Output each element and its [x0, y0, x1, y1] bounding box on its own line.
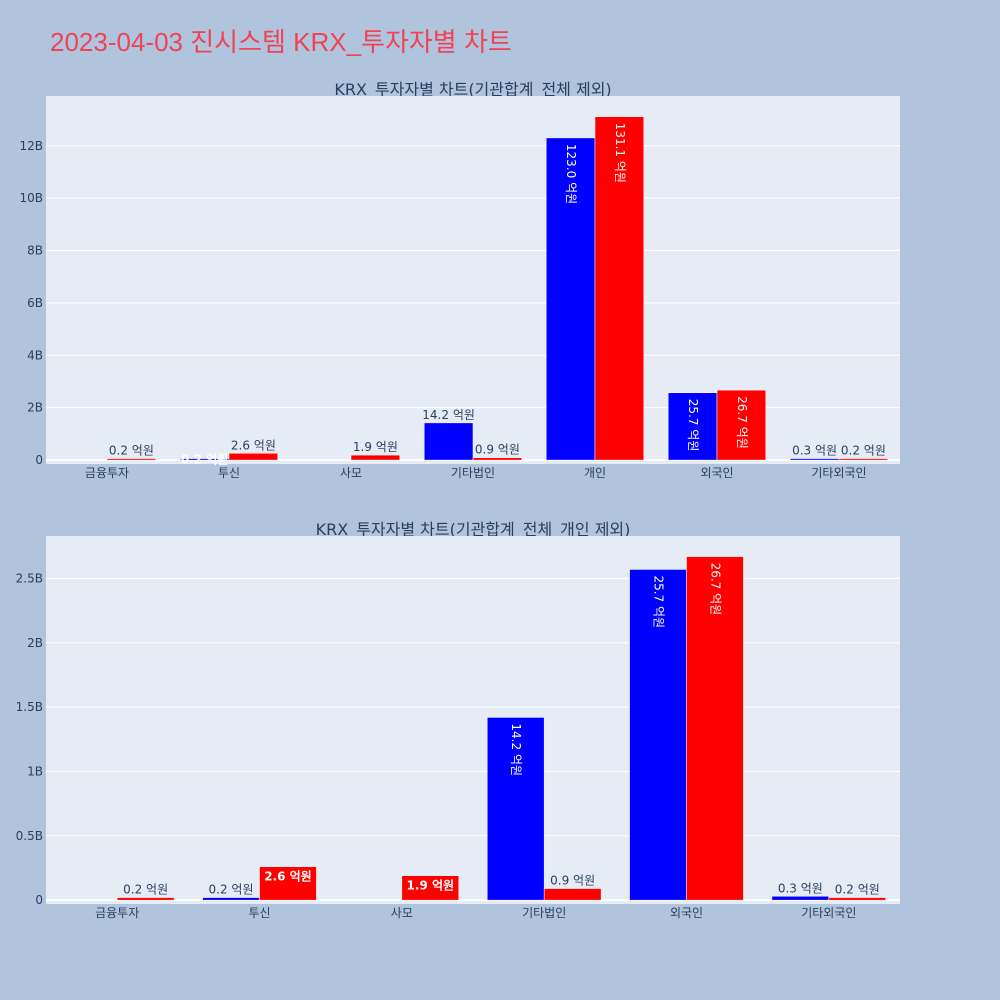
y-tick-label: 0.5B [16, 829, 43, 843]
chart-all-investors: KRX_투자자별 차트(기관합계_전체 제외) 0 2B 4B 6B 8B 10B 12B 금융… [19, 80, 900, 480]
bar-buy [828, 897, 887, 901]
y-tick-label: 10B [19, 191, 43, 205]
bar-buy [686, 556, 744, 901]
bar-buy [472, 457, 523, 461]
data-label: 0.2 억원 [209, 883, 254, 897]
data-label: 0.2 억원 [841, 444, 886, 458]
data-label: 25.7 억원 [686, 399, 700, 452]
x-tick-label: 기타외국인 [801, 906, 856, 920]
y-tick-label: 12B [19, 139, 43, 153]
x-tick-label: 기타법인 [451, 466, 495, 480]
bar-buy [228, 453, 279, 461]
y-tick-label: 0 [35, 453, 43, 467]
data-label: 0.2 억원 [181, 452, 229, 466]
bar-buy [594, 116, 645, 461]
x-tick-label: 사모 [340, 466, 362, 480]
bar-buy [838, 458, 889, 461]
data-label: 0.2 억원 [835, 883, 880, 897]
y-tick-label: 2B [27, 636, 43, 650]
bar-sell [202, 897, 260, 901]
data-label: 26.7 억원 [735, 396, 749, 449]
plot-area [46, 536, 900, 904]
data-label: 1.9 억원 [407, 879, 455, 893]
bar-buy [116, 897, 175, 901]
data-label: 14.2 억원 [509, 723, 523, 776]
y-tick-label: 8B [27, 244, 43, 258]
bar-sell [789, 458, 840, 461]
bar-sell [423, 422, 474, 461]
x-tick-label: 개인 [584, 466, 606, 480]
chart-title: KRX_투자자별 차트(기관합계_전체_개인 제외) [316, 520, 631, 540]
chart-title: KRX_투자자별 차트(기관합계_전체 제외) [334, 80, 611, 100]
y-tick-label: 1.5B [16, 700, 43, 714]
data-label: 0.2 억원 [109, 444, 154, 458]
data-label: 0.2 억원 [123, 883, 168, 897]
bar-sell [771, 896, 830, 901]
data-label: 26.7 억원 [708, 563, 722, 616]
data-label: 1.9 억원 [353, 440, 398, 454]
chart-excluding-individuals: KRX_투자자별 차트(기관합계_전체_개인 제외) 0 0.5B 1B 1.5B 2B 2… [16, 520, 900, 920]
data-label: 2.6 억원 [231, 438, 276, 452]
data-label: 131.1 억원 [613, 123, 627, 183]
bar-sell [667, 392, 718, 461]
data-label: 0.3 억원 [792, 444, 837, 458]
data-label: 0.3 억원 [778, 881, 823, 895]
x-tick-label: 외국인 [670, 906, 703, 920]
y-tick-label: 1B [27, 764, 43, 778]
y-tick-label: 2.5B [16, 571, 43, 585]
data-label: 25.7 억원 [652, 575, 666, 628]
bar-sell [545, 137, 596, 461]
y-tick-label: 4B [27, 348, 43, 362]
y-tick-label: 2B [27, 401, 43, 415]
x-tick-label: 금융투자 [95, 906, 139, 920]
data-label: 2.6 억원 [264, 870, 312, 884]
data-label: 123.0 억원 [564, 144, 578, 204]
x-tick-label: 기타법인 [522, 906, 566, 920]
page-title: 2023-04-03 진시스템 KRX_투자자별 차트 [50, 27, 512, 57]
y-tick-label: 0 [35, 893, 43, 907]
x-tick-label: 금융투자 [85, 466, 129, 480]
data-label: 14.2 억원 [422, 408, 475, 422]
x-tick-label: 사모 [391, 906, 413, 920]
bar-buy [543, 888, 602, 901]
bar-buy [716, 389, 767, 461]
x-tick-label: 기타외국인 [811, 466, 866, 480]
bar-buy [259, 866, 317, 901]
x-tick-label: 외국인 [700, 466, 733, 480]
bar-buy [350, 454, 401, 461]
bar-sell [629, 569, 687, 901]
bar-sell [486, 717, 545, 901]
data-label: 0.9 억원 [550, 874, 595, 888]
y-tick-label: 6B [27, 296, 43, 310]
x-tick-label: 투신 [248, 906, 270, 920]
bar-buy [401, 875, 460, 901]
x-tick-label: 투신 [218, 466, 240, 480]
bar-buy [106, 458, 157, 461]
data-label: 0.9 억원 [475, 443, 520, 457]
